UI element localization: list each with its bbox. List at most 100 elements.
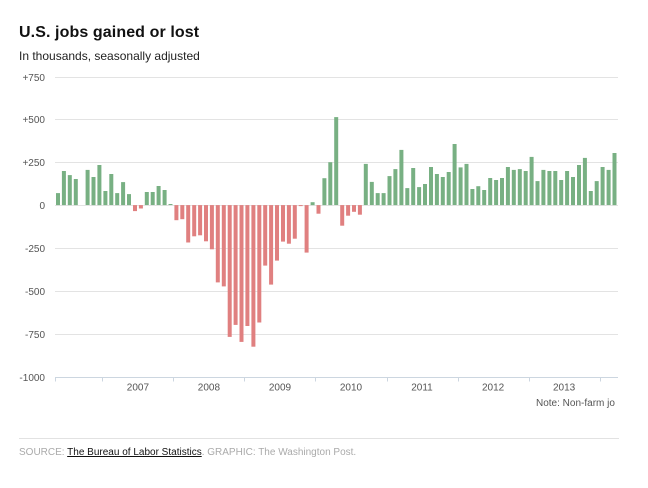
x-tick-label: 2011 — [411, 383, 433, 394]
bar — [446, 172, 451, 206]
bar — [115, 193, 120, 206]
bar — [500, 178, 504, 206]
bar — [334, 117, 339, 205]
bar — [369, 181, 374, 205]
bar — [127, 194, 131, 206]
bar — [239, 205, 244, 342]
bar — [121, 182, 126, 206]
bar — [97, 165, 102, 206]
bar — [215, 205, 220, 283]
bar — [233, 205, 238, 325]
bar — [363, 163, 368, 205]
bar — [458, 167, 463, 206]
y-tick-label: -500 — [25, 287, 45, 298]
bar — [322, 178, 327, 206]
bar — [547, 171, 552, 206]
bar — [85, 169, 90, 205]
x-tick-label: 2012 — [482, 383, 505, 394]
bar — [612, 153, 617, 206]
bar — [505, 167, 510, 206]
source-prefix: SOURCE: — [19, 447, 68, 458]
bar — [529, 156, 534, 206]
chart-title: U.S. jobs gained or lost — [19, 24, 200, 41]
bar — [476, 186, 481, 206]
bar — [227, 205, 232, 337]
bar — [138, 205, 143, 209]
bar — [387, 176, 392, 206]
bar — [523, 171, 528, 206]
bar — [251, 205, 256, 347]
footer-divider — [19, 438, 619, 439]
bar — [393, 169, 398, 206]
source-line: SOURCE: The Bureau of Labor Statistics. … — [19, 447, 356, 458]
bar — [582, 157, 587, 205]
bar — [405, 188, 410, 206]
bar — [257, 205, 262, 323]
bar — [340, 205, 345, 226]
bar — [423, 184, 427, 206]
bar — [144, 192, 149, 205]
x-tick-label: 2013 — [553, 383, 576, 394]
bar — [606, 169, 611, 205]
bar — [375, 193, 380, 206]
bar — [381, 193, 386, 206]
bar — [133, 205, 137, 212]
bar — [310, 202, 315, 206]
bar — [541, 169, 546, 205]
x-tick-label: 2009 — [269, 383, 292, 394]
chart-note: Note: Non-farm jo — [536, 398, 615, 409]
bar — [429, 167, 433, 206]
bar — [304, 205, 309, 253]
y-tick-label: -250 — [25, 244, 45, 255]
bar — [269, 205, 274, 285]
bar — [286, 205, 291, 244]
bar — [204, 205, 208, 242]
y-tick-label: +500 — [22, 115, 45, 126]
bar — [56, 193, 60, 206]
bar — [464, 163, 469, 205]
bar — [73, 179, 78, 206]
bar — [156, 186, 161, 205]
bar — [346, 205, 351, 216]
bar — [565, 171, 570, 206]
bar — [559, 180, 564, 205]
bar — [328, 162, 333, 206]
bar — [245, 205, 250, 326]
bar — [91, 177, 96, 206]
bar — [209, 205, 214, 250]
x-tick-label: 2008 — [198, 383, 221, 394]
bar — [192, 205, 197, 237]
bar — [553, 171, 558, 206]
bar — [221, 205, 226, 287]
bar — [571, 177, 575, 206]
bar — [67, 175, 72, 206]
bar — [594, 181, 599, 206]
bar — [411, 168, 416, 205]
bar — [511, 169, 516, 205]
bar — [417, 187, 422, 206]
y-tick-label: +250 — [22, 158, 45, 169]
bar — [198, 205, 203, 236]
gridlines — [55, 77, 618, 335]
bar — [399, 149, 404, 206]
x-axis: 2007 2008 2009 2010 2011 2012 2013 — [55, 377, 618, 394]
y-axis-labels: +750 +500 +250 0 -250 -500 -750 -1000 — [19, 73, 45, 384]
bar — [470, 189, 475, 206]
bar — [535, 181, 540, 206]
bar — [281, 205, 285, 242]
bar — [482, 190, 487, 206]
bar — [600, 167, 605, 206]
bar — [150, 192, 155, 205]
chart-subtitle: In thousands, seasonally adjusted — [19, 49, 200, 63]
bar — [162, 190, 167, 206]
bars — [56, 117, 617, 347]
source-suffix: . GRAPHIC: The Washington Post. — [201, 447, 357, 458]
source-link[interactable]: The Bureau of Labor Statistics — [67, 447, 202, 458]
bar — [292, 205, 297, 239]
bar — [494, 180, 499, 205]
bar — [275, 205, 279, 261]
y-tick-label: 0 — [39, 201, 45, 212]
bar — [316, 205, 321, 214]
bar — [577, 165, 581, 206]
